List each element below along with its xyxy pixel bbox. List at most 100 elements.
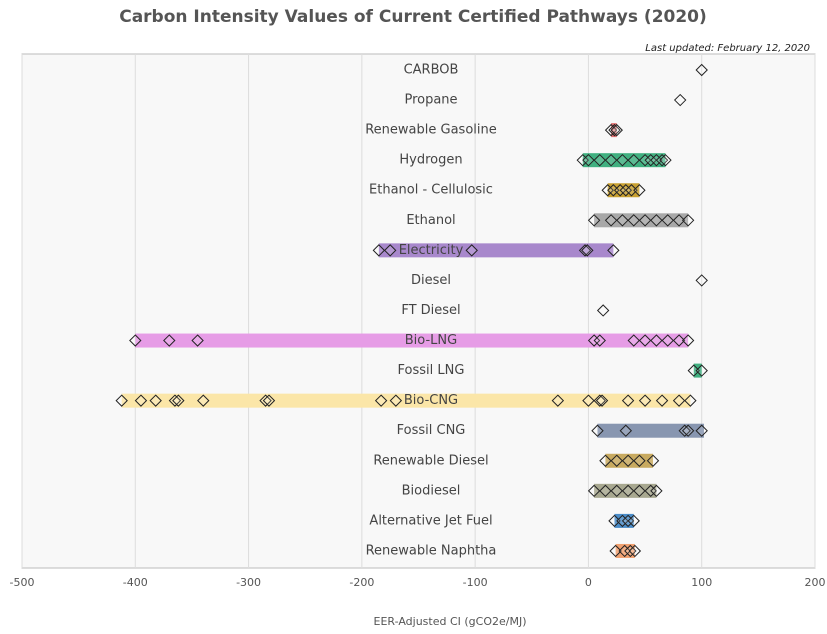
point	[374, 394, 388, 407]
point	[672, 394, 686, 407]
x-tick-label: 100	[691, 576, 712, 589]
point	[599, 484, 612, 498]
point	[684, 394, 697, 407]
category-label: Alternative Jet Fuel	[369, 513, 492, 528]
point	[163, 334, 176, 347]
x-tick-label: 200	[805, 576, 826, 589]
point	[610, 484, 623, 498]
category-label: Renewable Naphtha	[366, 543, 497, 558]
x-tick-label: -500	[10, 576, 35, 589]
point	[633, 454, 646, 467]
x-tick-label: -300	[236, 576, 261, 589]
point	[633, 184, 646, 197]
point	[638, 394, 652, 407]
point	[681, 214, 695, 227]
category-label: FT Diesel	[401, 303, 460, 318]
x-tick-label: 0	[585, 576, 592, 589]
point	[134, 394, 148, 407]
range-bar	[614, 513, 634, 528]
point	[672, 334, 686, 347]
category-label: Fossil CNG	[397, 423, 466, 438]
point	[389, 394, 403, 407]
point	[262, 394, 276, 407]
point	[627, 153, 640, 167]
plot-area	[21, 53, 816, 569]
category-label: Bio-LNG	[405, 333, 457, 348]
category-label: Renewable Gasoline	[365, 123, 497, 138]
range-bar	[611, 123, 617, 138]
point	[655, 394, 669, 407]
point	[609, 544, 622, 558]
x-axis-title: EER-Adjusted CI (gCO2e/MJ)	[374, 615, 527, 628]
point	[168, 394, 182, 407]
point	[638, 334, 652, 347]
point	[655, 153, 669, 167]
point	[661, 334, 674, 347]
point	[621, 454, 635, 467]
point	[650, 484, 663, 498]
point	[593, 153, 606, 167]
point	[672, 214, 686, 227]
point	[627, 514, 640, 528]
point	[191, 334, 204, 347]
point	[638, 214, 652, 227]
point	[604, 153, 618, 167]
point	[115, 394, 128, 407]
point	[197, 394, 210, 407]
point	[621, 484, 635, 498]
point	[650, 334, 663, 347]
point	[604, 214, 618, 227]
point	[610, 123, 623, 137]
point	[659, 153, 672, 167]
point	[650, 214, 663, 227]
annotation: Last updated: February 12, 2020	[645, 43, 810, 54]
point	[551, 394, 565, 407]
point	[619, 424, 633, 437]
point	[259, 394, 272, 407]
point	[616, 153, 629, 167]
category-label: Ethanol - Cellulosic	[369, 183, 493, 198]
point	[633, 484, 646, 498]
point	[627, 334, 640, 347]
point	[172, 394, 185, 407]
point	[608, 123, 621, 137]
range-bar	[582, 153, 666, 168]
category-label: Biodiesel	[402, 483, 461, 498]
point	[383, 244, 397, 257]
point	[582, 153, 595, 167]
point	[621, 394, 635, 407]
category-label: Hydrogen	[399, 153, 462, 168]
point	[673, 93, 687, 107]
point	[465, 244, 478, 257]
point	[661, 214, 674, 227]
point	[681, 424, 695, 437]
point	[627, 214, 640, 227]
point	[628, 544, 642, 558]
point	[695, 63, 708, 77]
point	[587, 214, 601, 227]
category-label: Propane	[404, 93, 457, 108]
point	[616, 214, 629, 227]
category-label: CARBOB	[404, 63, 459, 78]
point	[578, 244, 592, 257]
point	[595, 394, 609, 407]
point	[593, 334, 606, 347]
point	[681, 334, 695, 347]
point	[372, 244, 386, 257]
category-label: Fossil LNG	[398, 363, 465, 378]
x-tick-label: -400	[123, 576, 148, 589]
point	[599, 454, 612, 467]
point	[695, 424, 708, 437]
range-bar	[594, 213, 689, 228]
point	[582, 394, 595, 407]
category-label: Bio-CNG	[404, 393, 458, 408]
category-label: Electricity	[399, 243, 464, 258]
point	[607, 244, 620, 257]
x-tick-label: -100	[463, 576, 488, 589]
point	[591, 424, 604, 437]
point	[624, 544, 637, 558]
point	[129, 334, 142, 347]
point	[587, 484, 601, 498]
